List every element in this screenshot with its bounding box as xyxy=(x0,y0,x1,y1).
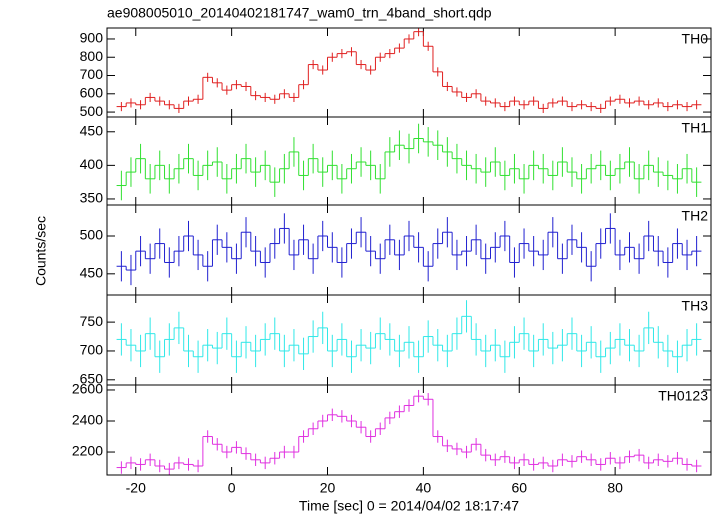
x-tick-label: 80 xyxy=(607,480,623,496)
y-axis-label: Counts/sec xyxy=(33,216,49,286)
y-tick-label: 2400 xyxy=(72,412,103,428)
y-tick-label: 350 xyxy=(80,190,104,206)
y-tick-label: 450 xyxy=(80,122,104,138)
y-tick-label: 700 xyxy=(80,66,104,82)
panel-label: TH0 xyxy=(682,31,709,47)
y-tick-label: 500 xyxy=(80,227,104,243)
y-tick-label: 2200 xyxy=(72,443,103,459)
y-tick-label: 2600 xyxy=(72,381,103,397)
y-tick-label: 650 xyxy=(80,371,104,387)
x-axis-label: Time [sec] 0 = 2014/04/02 18:17:47 xyxy=(299,498,519,514)
x-tick-label: 60 xyxy=(511,480,527,496)
y-tick-label: 500 xyxy=(80,103,104,119)
panel-label: TH2 xyxy=(682,208,709,224)
y-tick-label: 700 xyxy=(80,342,104,358)
panel-label: TH0123 xyxy=(658,388,708,404)
x-tick-label: 0 xyxy=(228,480,236,496)
chart-title: ae908005010_20140402181747_wam0_trn_4ban… xyxy=(107,5,492,21)
x-tick-label: -20 xyxy=(126,480,146,496)
y-tick-label: 450 xyxy=(80,265,104,281)
y-tick-label: 400 xyxy=(80,156,104,172)
y-tick-label: 900 xyxy=(80,30,104,46)
x-tick-label: 20 xyxy=(320,480,336,496)
x-tick-label: 40 xyxy=(416,480,432,496)
panel-label: TH1 xyxy=(682,120,709,136)
y-tick-label: 600 xyxy=(80,84,104,100)
y-tick-label: 800 xyxy=(80,48,104,64)
panel-label: TH3 xyxy=(682,298,709,314)
panel-frame xyxy=(106,384,712,476)
y-tick-label: 750 xyxy=(80,313,104,329)
